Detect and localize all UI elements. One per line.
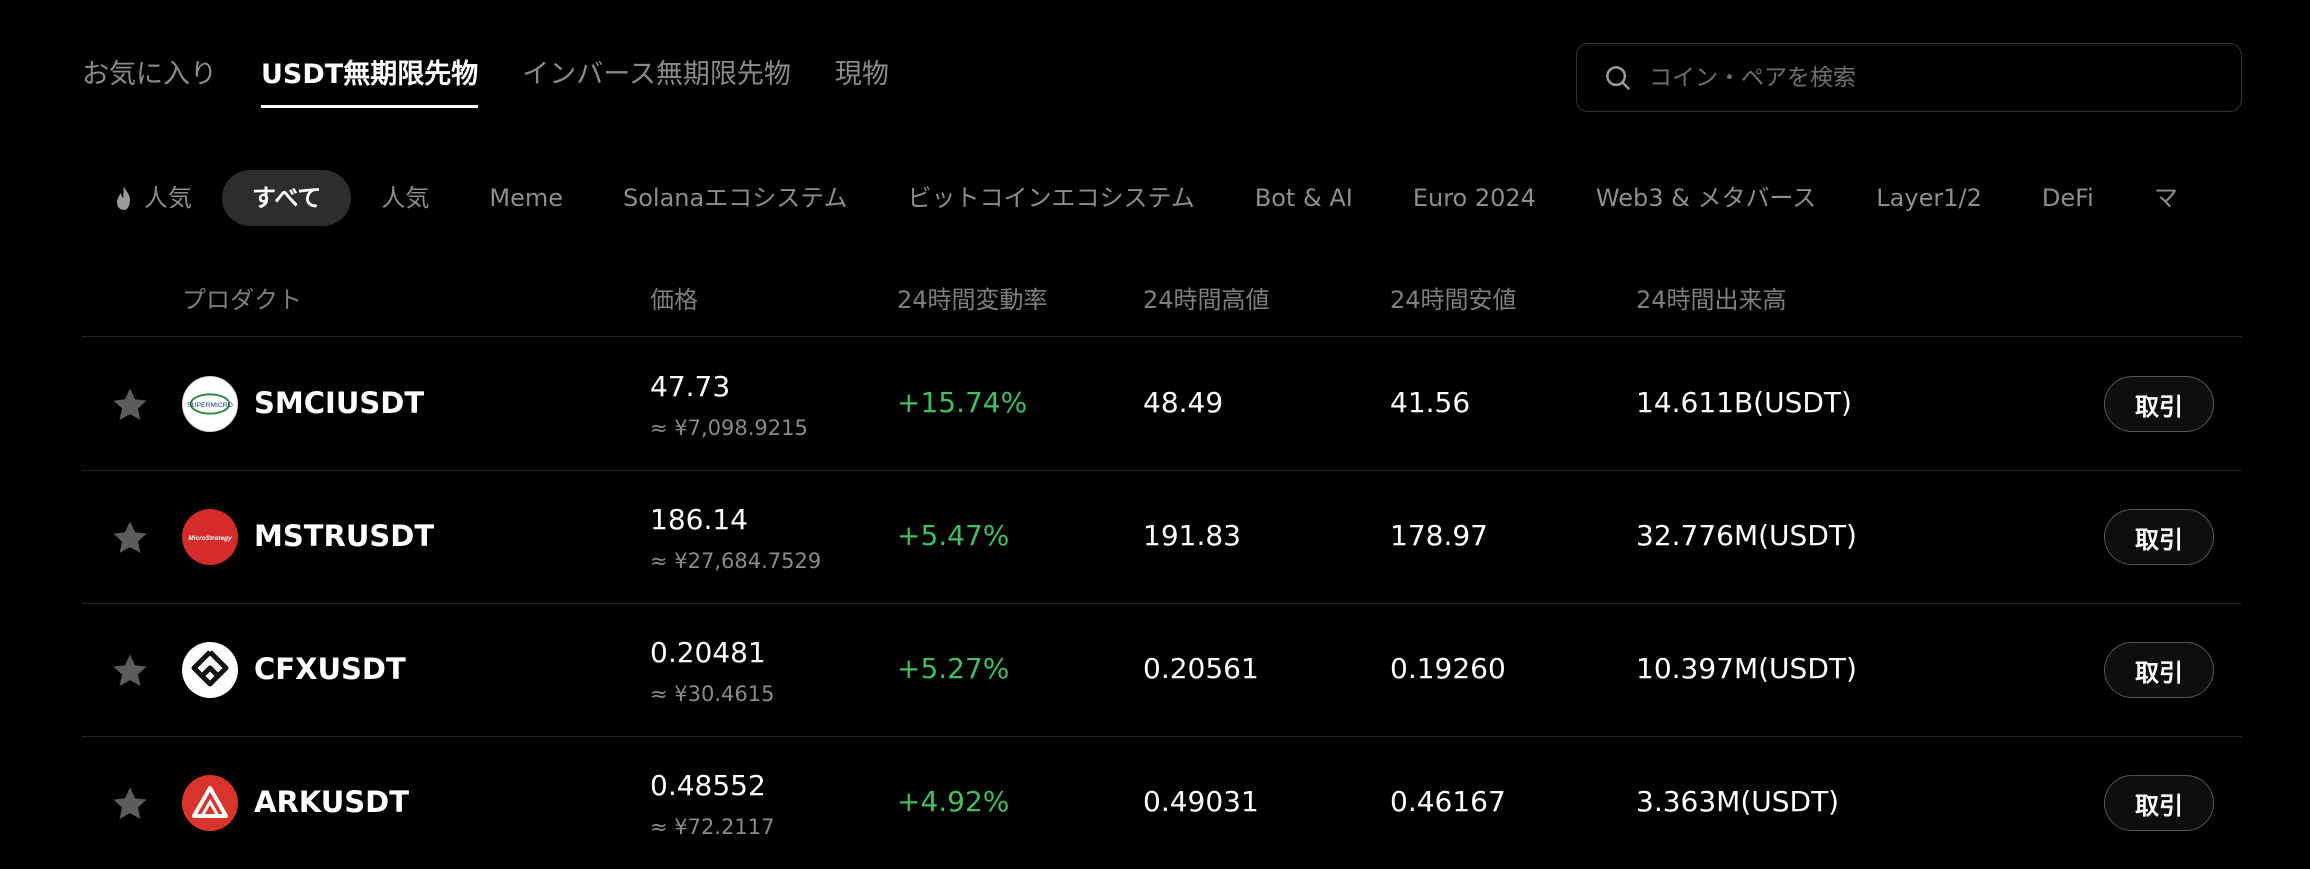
trade-button[interactable]: 取引 <box>2104 509 2214 565</box>
category-euro-2024[interactable]: Euro 2024 <box>1412 184 1536 212</box>
smci-logo-icon: SUPERMICRO <box>182 376 238 432</box>
high-24h: 0.49031 <box>1143 785 1259 818</box>
category-all[interactable]: すべて <box>222 170 352 226</box>
table-row[interactable]: SUPERMICRO SMCIUSDT 47.73 ≈ ¥7,098.9215 … <box>82 338 2242 471</box>
category-popular[interactable]: 人気 <box>381 184 430 212</box>
search-icon <box>1606 65 1631 90</box>
logo-text: SUPERMICRO <box>187 402 233 409</box>
change-24h: +15.74% <box>897 386 1028 419</box>
category-layer12[interactable]: Layer1/2 <box>1876 184 1982 212</box>
star-icon[interactable] <box>110 386 150 424</box>
fire-icon <box>117 186 130 210</box>
table-row[interactable]: CFXUSDT 0.20481 ≈ ¥30.4615 +5.27% 0.2056… <box>82 604 2242 737</box>
category-defi[interactable]: DeFi <box>2041 184 2094 212</box>
category-meme[interactable]: Meme <box>489 184 563 212</box>
category-label: 人気 <box>144 184 192 212</box>
low-24h: 0.19260 <box>1390 652 1506 685</box>
change-24h: +5.27% <box>897 652 1010 685</box>
search-input[interactable] <box>1647 63 2211 92</box>
trade-button[interactable]: 取引 <box>2104 775 2214 831</box>
high-24h: 0.20561 <box>1143 652 1259 685</box>
price-jpy: ≈ ¥72.2117 <box>650 815 775 839</box>
header-product[interactable]: プロダクト <box>182 286 302 314</box>
search-box[interactable] <box>1576 43 2242 112</box>
star-icon[interactable] <box>110 785 150 823</box>
price-jpy: ≈ ¥30.4615 <box>650 682 775 706</box>
price-jpy: ≈ ¥27,684.7529 <box>650 549 822 573</box>
symbol-name[interactable]: CFXUSDT <box>254 652 406 686</box>
low-24h: 41.56 <box>1390 386 1471 419</box>
header-low[interactable]: 24時間安値 <box>1390 286 1517 314</box>
table-row[interactable]: MicroStrategy MSTRUSDT 186.14 ≈ ¥27,684.… <box>82 471 2242 604</box>
symbol-name[interactable]: SMCIUSDT <box>254 386 425 420</box>
symbol-name[interactable]: MSTRUSDT <box>254 519 435 553</box>
tab-favorites[interactable]: お気に入り <box>82 59 217 90</box>
volume-24h: 14.611B(USDT) <box>1636 386 1852 419</box>
cfx-logo-icon <box>182 642 238 698</box>
last-price: 0.48552 <box>650 769 766 802</box>
last-price: 186.14 <box>650 503 748 536</box>
category-hot[interactable]: 人気 <box>82 170 222 226</box>
star-icon[interactable] <box>110 652 150 690</box>
ark-logo-icon <box>182 775 238 831</box>
trade-button[interactable]: 取引 <box>2104 376 2214 432</box>
tab-spot[interactable]: 現物 <box>834 59 889 90</box>
header-change[interactable]: 24時間変動率 <box>897 286 1048 314</box>
mstr-logo-icon: MicroStrategy <box>182 509 238 565</box>
header-price[interactable]: 価格 <box>650 286 698 314</box>
category-bitcoin[interactable]: ビットコインエコシステム <box>907 184 1195 212</box>
low-24h: 0.46167 <box>1390 785 1506 818</box>
tab-inverse-perpetual[interactable]: インバース無期限先物 <box>522 59 791 90</box>
markets-panel: お気に入り USDT無期限先物 インバース無期限先物 現物 人気 すべて 人気 … <box>82 0 2242 856</box>
star-icon[interactable] <box>110 519 150 557</box>
symbol-name[interactable]: ARKUSDT <box>254 785 410 819</box>
low-24h: 178.97 <box>1390 519 1488 552</box>
volume-24h: 10.397M(USDT) <box>1636 652 1857 685</box>
category-bot-ai[interactable]: Bot & AI <box>1254 184 1353 212</box>
price-jpy: ≈ ¥7,098.9215 <box>650 416 808 440</box>
table-row[interactable]: ARKUSDT 0.48552 ≈ ¥72.2117 +4.92% 0.4903… <box>82 737 2242 869</box>
header-high[interactable]: 24時間高値 <box>1143 286 1270 314</box>
high-24h: 48.49 <box>1143 386 1224 419</box>
table-header: プロダクト 価格 24時間変動率 24時間高値 24時間安値 24時間出来高 <box>82 276 2242 337</box>
header-volume[interactable]: 24時間出来高 <box>1636 286 1787 314</box>
logo-text: MicroStrategy <box>188 535 232 542</box>
high-24h: 191.83 <box>1143 519 1241 552</box>
category-filter-bar: 人気 すべて 人気 Meme Solanaエコシステム ビットコインエコシステム… <box>82 170 2242 226</box>
last-price: 0.20481 <box>650 636 766 669</box>
category-solana[interactable]: Solanaエコシステム <box>623 184 848 212</box>
volume-24h: 32.776M(USDT) <box>1636 519 1857 552</box>
category-more[interactable]: マ <box>2153 184 2178 212</box>
volume-24h: 3.363M(USDT) <box>1636 785 1840 818</box>
change-24h: +4.92% <box>897 785 1010 818</box>
market-type-tabs: お気に入り USDT無期限先物 インバース無期限先物 現物 <box>82 52 889 110</box>
trade-button[interactable]: 取引 <box>2104 642 2214 698</box>
tab-usdt-perpetual[interactable]: USDT無期限先物 <box>261 52 479 108</box>
last-price: 47.73 <box>650 370 731 403</box>
change-24h: +5.47% <box>897 519 1010 552</box>
category-web3-metaverse[interactable]: Web3 & メタバース <box>1595 184 1817 212</box>
